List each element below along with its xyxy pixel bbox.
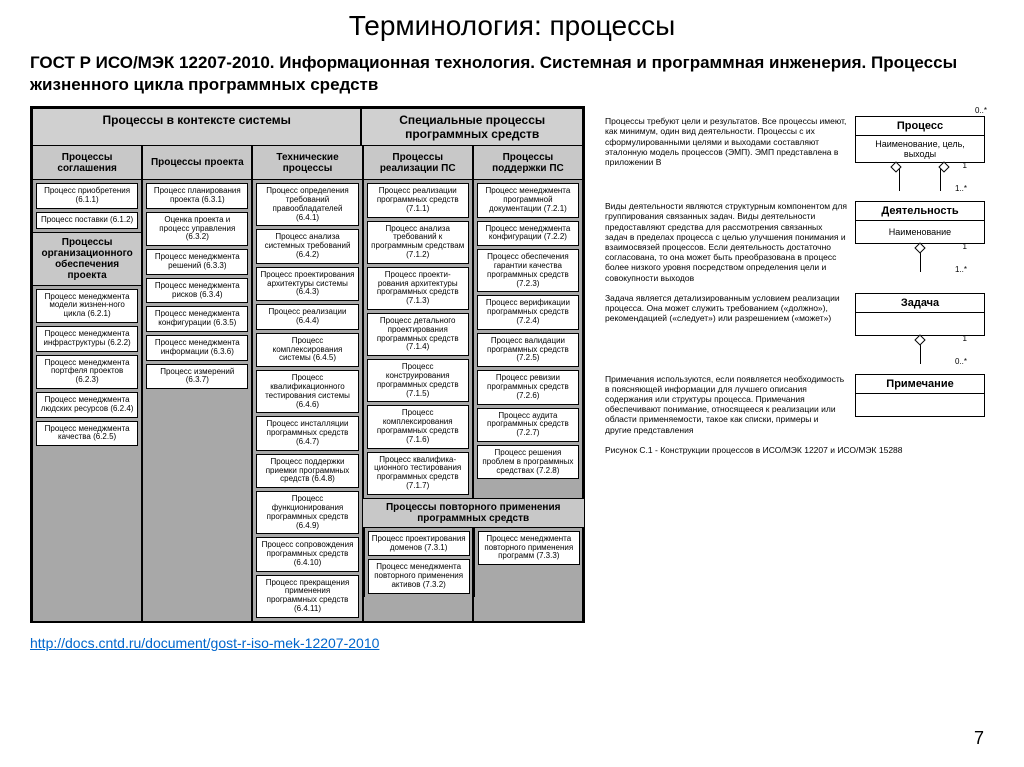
process-cell: Процесс валидации программных средств (7… <box>477 333 579 367</box>
col4-cells: Процесс реализации программных средств (… <box>364 180 472 498</box>
process-cell: Процесс менеджмента качества (6.2.5) <box>36 421 138 447</box>
mult: 1 <box>963 334 967 343</box>
process-cell: Процесс менеджмента рисков (6.3.4) <box>146 278 248 304</box>
process-cell: Процесс менеджмента конфигурации (6.3.5) <box>146 306 248 332</box>
process-cell: Процесс проектирования доменов (7.3.1) <box>368 531 470 557</box>
desc-process: Процессы требуют цели и результатов. Все… <box>605 116 847 167</box>
page-title: Терминология: процессы <box>30 10 994 42</box>
col-hdr-agreement: Процессы соглашения <box>33 146 141 180</box>
process-cell: Процесс обеспечения гарантии качества пр… <box>477 249 579 292</box>
process-cell: Процесс проекти-рования архитектуры прог… <box>367 267 469 310</box>
desc-activity: Виды деятельности являются структурным к… <box>605 201 847 283</box>
col3-cells: Процесс определения требований правообла… <box>253 180 361 621</box>
process-cell: Процесс квалифика-ционного тестирования … <box>367 452 469 495</box>
process-cell: Процесс менеджмента решений (6.3.3) <box>146 249 248 275</box>
process-cell: Процесс анализа системных требований (6.… <box>256 229 358 263</box>
process-cell: Процесс комплексирования программных сре… <box>367 405 469 448</box>
bottom-hdr-reuse: Процессы повторного применения программн… <box>363 498 584 528</box>
col-hdr-project: Процессы проекта <box>143 146 251 180</box>
source-link[interactable]: http://docs.cntd.ru/document/gost-r-iso-… <box>30 635 994 651</box>
process-cell: Процесс реализации программных средств (… <box>367 183 469 217</box>
process-cell: Процесс детального проектирования програ… <box>367 313 469 356</box>
col1b-cells: Процесс менеджмента модели жизнен-ного ц… <box>33 286 141 450</box>
process-cell: Процесс измерений (6.3.7) <box>146 364 248 390</box>
desc-task: Задача является детализированным условие… <box>605 293 847 324</box>
desc-note: Примечания используются, если появляется… <box>605 374 847 435</box>
process-cell: Процесс планирования проекта (6.3.1) <box>146 183 248 209</box>
col5-cells: Процесс менеджмента программной документ… <box>474 180 582 482</box>
process-cell: Процесс анализа требований к программным… <box>367 221 469 264</box>
process-cell: Процесс сопровождения программных средст… <box>256 537 358 571</box>
col2-cells: Процесс планирования проекта (6.3.1) Оцен… <box>143 180 251 392</box>
process-cell: Процесс проектирования архитектуры систе… <box>256 267 358 301</box>
process-cell: Процесс конструирования программных сред… <box>367 359 469 402</box>
process-cell: Процесс инсталляции программных средств … <box>256 416 358 450</box>
col-hdr-support: Процессы поддержки ПС <box>474 146 582 180</box>
process-cell: Процесс менеджмента инфраструктуры (6.2.… <box>36 326 138 352</box>
uml-panel: Процессы требуют цели и результатов. Все… <box>605 106 985 623</box>
process-cell: Процесс менеджмента конфигурации (7.2.2) <box>477 221 579 247</box>
uml-caption: Рисунок C.1 - Конструкции процессов в ИС… <box>605 445 985 455</box>
sub-hdr-org: Процессы организационного обеспечения пр… <box>33 232 141 286</box>
process-cell: Процесс аудита программных средств (7.2.… <box>477 408 579 442</box>
process-cell: Процесс решения проблем в программных ср… <box>477 445 579 479</box>
process-cell: Процесс реализации (6.4.4) <box>256 304 358 330</box>
process-cell: Процесс верификации программных средств … <box>477 295 579 329</box>
hdr-system-context: Процессы в контексте системы <box>32 108 361 146</box>
col-hdr-impl: Процессы реализации ПС <box>364 146 472 180</box>
uml-box-activity: Деятельность Наименование <box>855 201 985 244</box>
process-cell: Процесс поддержки приемки программных ср… <box>256 454 358 488</box>
process-cell: Процесс менеджмента программной документ… <box>477 183 579 217</box>
uml-box-process: Процесс Наименование, цель, выходы <box>855 116 985 163</box>
process-cell: Процесс менеджмента повторного применени… <box>368 559 470 593</box>
process-cell: Процесс менеджмента повторного применени… <box>478 531 580 565</box>
mult: 0..* <box>955 357 967 366</box>
mult: 1..* <box>955 184 967 193</box>
process-cell: Оценка проекта и процесс управления (6.3… <box>146 212 248 246</box>
process-cell: Процесс комплексирования системы (6.4.5) <box>256 333 358 367</box>
process-cell: Процесс ревизии программных средств (7.2… <box>477 370 579 404</box>
uml-box-note: Примечание <box>855 374 985 417</box>
process-cell: Процесс менеджмента модели жизнен-ного ц… <box>36 289 138 323</box>
mult: 1 <box>963 161 967 170</box>
page-number: 7 <box>974 728 984 749</box>
col-hdr-technical: Технические процессы <box>253 146 361 180</box>
process-cell: Процесс менеджмента людских ресурсов (6.… <box>36 392 138 418</box>
mult-self: 0..* <box>975 106 987 115</box>
process-cell: Процесс прекращения применения программн… <box>256 575 358 618</box>
process-cell: Процесс менеджмента портфеля проектов (6… <box>36 355 138 389</box>
process-cell: Процесс квалификационного тестирования с… <box>256 370 358 413</box>
process-cell: Процесс функционирования программных сре… <box>256 491 358 534</box>
hdr-special-processes: Специальные процессы программных средств <box>361 108 583 146</box>
mult: 1 <box>963 242 967 251</box>
uml-box-task: Задача <box>855 293 985 336</box>
mult: 1..* <box>955 265 967 274</box>
process-cell: Процесс поставки (6.1.2) <box>36 212 138 229</box>
subtitle: ГОСТ Р ИСО/МЭК 12207-2010. Информационна… <box>30 52 994 96</box>
process-cell: Процесс приобретения (6.1.1) <box>36 183 138 209</box>
process-table: Процессы в контексте системы Специальные… <box>30 106 585 623</box>
process-cell: Процесс определения требований правообла… <box>256 183 358 226</box>
col1a-cells: Процесс приобретения (6.1.1) Процесс пост… <box>33 180 141 231</box>
process-cell: Процесс менеджмента информации (6.3.6) <box>146 335 248 361</box>
